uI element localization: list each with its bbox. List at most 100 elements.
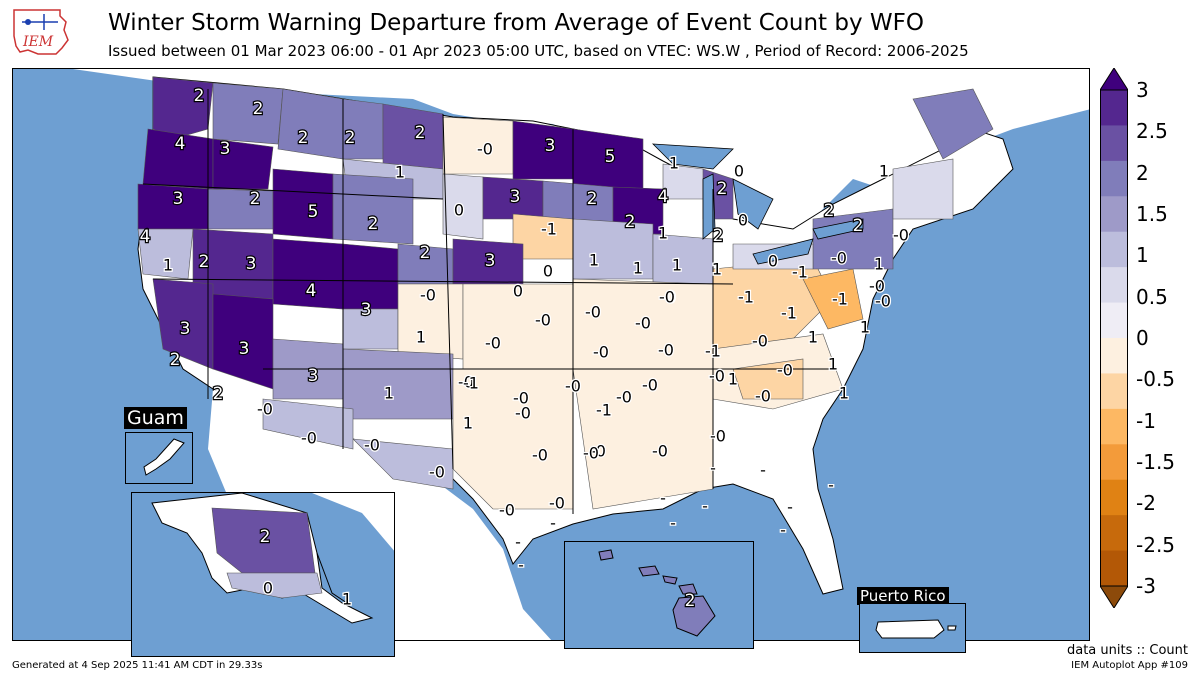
- wfo-value-label: 1: [860, 318, 870, 337]
- hawaii-shape: 2: [598, 549, 716, 637]
- colorbar-band: [1100, 444, 1128, 481]
- alaska-shape: 2 0 1: [132, 493, 394, 624]
- wfo-value-label: 0: [513, 282, 523, 301]
- colorbar-tick-label: -1: [1136, 408, 1156, 433]
- canada-land: [13, 69, 1089, 259]
- great-lakes: [651, 143, 864, 265]
- app-label: IEM Autoplot App #109: [1071, 660, 1188, 671]
- wfo-value-label: -: [518, 556, 524, 575]
- puerto-rico-inset: [859, 603, 966, 653]
- wfo-value-label: -1: [781, 304, 797, 323]
- wfo-value-label: -0: [585, 303, 601, 322]
- colorbar-outline: [1100, 89, 1128, 587]
- wfo-value-label: -1: [738, 288, 754, 307]
- wfo-value-label: -: [780, 521, 786, 540]
- wfo-value-label: -0: [875, 292, 891, 311]
- colorbar-tick-label: 0.5: [1136, 284, 1168, 309]
- wfo-value-label: -0: [420, 286, 436, 305]
- wfo-value-label: 2: [713, 226, 724, 246]
- guam-title: Guam: [124, 407, 187, 429]
- colorbar-tick-label: -2: [1136, 491, 1156, 516]
- colorbar-tick-label: 2.5: [1136, 119, 1168, 144]
- wfo-value-label: 3: [510, 187, 521, 207]
- wfo-value-label: -: [760, 461, 766, 480]
- wfo-value-label: 2: [415, 123, 426, 143]
- wfo-value-label: 1: [416, 328, 426, 347]
- wfo-value-label: -0: [593, 343, 609, 362]
- logo-text: IEM: [22, 34, 54, 50]
- wfo-value-label: 1: [669, 154, 679, 173]
- wfo-value-label: -0: [499, 501, 515, 520]
- wfo-value-label: 3: [246, 254, 257, 274]
- colorbar-tick-label: 1.5: [1136, 202, 1168, 226]
- puerto-rico-shape: [875, 619, 957, 639]
- wfo-value-label: -: [670, 514, 676, 533]
- wfo-value-label: 3: [220, 139, 231, 159]
- wfo-value-label: 2: [824, 201, 835, 221]
- wfo-value-label: -0: [513, 389, 529, 408]
- wfo-value-label: -0: [458, 373, 474, 392]
- generated-timestamp: Generated at 4 Sep 2025 11:41 AM CDT in …: [12, 660, 263, 671]
- wfo-value-label: 3: [361, 300, 372, 320]
- wfo-value-label: -0: [616, 388, 632, 407]
- wfo-value-label: -0: [658, 341, 674, 360]
- colorbar-band: [1100, 338, 1128, 374]
- wfo-value-label: 2: [420, 243, 431, 263]
- colorbar-band: [1100, 550, 1128, 587]
- wfo-value-label: -: [660, 489, 666, 508]
- wfo-value-label: 2: [345, 128, 356, 148]
- wfo-value-label: -0: [429, 463, 445, 482]
- wfo-value-label: -0: [709, 367, 725, 386]
- wfo-value-label: 1: [874, 255, 884, 274]
- wfo-value-label: -0: [755, 387, 771, 406]
- hawaii-inset: 2: [564, 541, 754, 649]
- colorbar-tick-label: -1.5: [1136, 450, 1176, 474]
- wfo-value-label: 3: [308, 366, 319, 386]
- colorbar-band: [1100, 125, 1128, 162]
- wfo-value-label: -0: [485, 334, 501, 353]
- colorbar-tick-label: -3: [1136, 574, 1156, 598]
- wfo-value-label: -: [710, 459, 716, 478]
- wfo-value-label: 0: [734, 162, 744, 181]
- guam-inset: [125, 432, 193, 484]
- wfo-value-label: -0: [535, 311, 551, 330]
- wfo-regions: [137, 76, 994, 510]
- wfo-value-label: -1: [832, 290, 848, 309]
- wfo-value-label: -0: [752, 332, 768, 351]
- wfo-value-label: 3: [485, 251, 496, 271]
- wfo-value-label: 1: [589, 251, 599, 270]
- colorbar-band: [1100, 408, 1128, 445]
- colorbar-band: [1100, 160, 1128, 197]
- colorbar-tick-label: 1: [1136, 243, 1149, 268]
- wfo-value-label: 4: [175, 134, 186, 154]
- colorbar-arrow-bottom: [1100, 585, 1128, 608]
- wfo-value-label: 1: [163, 256, 173, 275]
- wfo-value-label: -0: [532, 446, 548, 465]
- colorbar-tick-label: -0.5: [1136, 367, 1176, 392]
- wfo-value-label: -0: [635, 314, 651, 333]
- wfo-value-label: 0: [768, 252, 778, 271]
- colorbar: [1100, 68, 1128, 608]
- wfo-value-label: -0: [257, 400, 273, 419]
- wfo-value-label: -0: [515, 404, 531, 423]
- wfo-value-label: 1: [828, 355, 838, 374]
- wfo-value-label: 2: [170, 350, 181, 370]
- wfo-value-label: 2: [587, 189, 598, 209]
- wfo-value-label: -0: [364, 436, 380, 455]
- wfo-value-label: -1: [792, 263, 808, 282]
- wfo-value-label: -: [550, 514, 556, 533]
- wfo-value-label: -0: [831, 249, 847, 268]
- colorbar-tick-label: 3: [1136, 78, 1149, 102]
- wfo-value-label: 3: [173, 189, 184, 209]
- wfo-value-label: 1: [839, 384, 849, 403]
- wfo-value-label: 1: [658, 224, 668, 243]
- wfo-value-label: 3: [545, 136, 556, 156]
- wfo-value-label: -0: [549, 494, 565, 513]
- wfo-value-label: 2: [625, 212, 636, 232]
- wfo-value-label: -: [702, 497, 708, 516]
- wfo-value-label: -0: [590, 442, 606, 461]
- chart-title: Winter Storm Warning Departure from Aver…: [108, 10, 924, 36]
- wfo-value-label: -1: [541, 220, 557, 239]
- wfo-value-label: 0: [738, 211, 748, 230]
- wfo-value-label: -0: [652, 442, 668, 461]
